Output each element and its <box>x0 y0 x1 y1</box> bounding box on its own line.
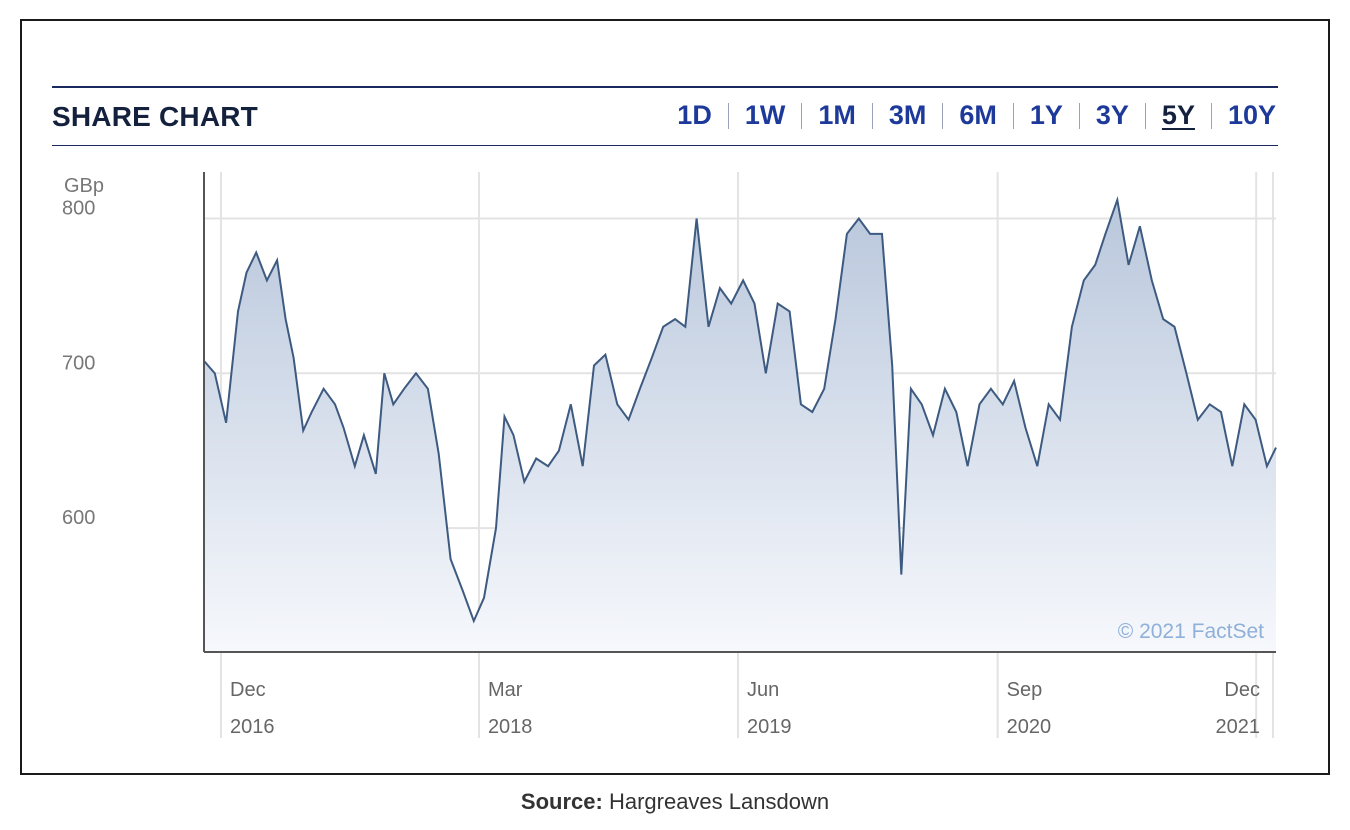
source-note: Source: Hargreaves Lansdown <box>0 789 1350 815</box>
y-tick-label: 700 <box>62 352 95 374</box>
range-selector: 1D 1W 1M 3M 6M 1Y 3Y 5Y 10Y <box>661 100 1276 131</box>
range-separator <box>801 102 803 129</box>
axes <box>203 172 1276 653</box>
y-axis-unit-label: GBp <box>64 175 104 197</box>
range-button-3y[interactable]: 3Y <box>1095 100 1129 130</box>
source-label: Source: <box>520 789 603 814</box>
x-tick-year: 2021 <box>1216 716 1261 738</box>
x-tick-month: Sep <box>1007 679 1043 701</box>
x-tick-year: 2020 <box>1007 716 1052 738</box>
price-line <box>203 195 1277 624</box>
range-separator <box>1078 102 1080 129</box>
range-separator <box>1144 102 1146 129</box>
chart-title: SHARE CHART <box>52 101 258 132</box>
range-separator <box>1210 102 1212 129</box>
range-button-5y[interactable]: 5Y <box>1161 100 1195 130</box>
x-tick-year: 2019 <box>747 716 792 738</box>
x-tick-month: Dec <box>1224 679 1260 701</box>
price-area <box>204 199 1276 652</box>
y-tick-label: 600 <box>62 507 95 529</box>
range-button-10y[interactable]: 10Y <box>1227 100 1276 130</box>
range-button-6m[interactable]: 6M <box>959 100 997 130</box>
range-separator <box>1012 102 1014 129</box>
range-separator <box>942 102 944 129</box>
factset-watermark: © 2021 FactSet <box>1118 620 1264 643</box>
range-button-1m[interactable]: 1M <box>818 100 856 130</box>
range-button-1y[interactable]: 1Y <box>1029 100 1063 130</box>
range-separator <box>727 102 729 129</box>
range-button-1w[interactable]: 1W <box>744 100 786 130</box>
source-text: Hargreaves Lansdown <box>608 789 830 814</box>
y-tick-label: 800 <box>62 197 95 219</box>
range-button-3m[interactable]: 3M <box>888 100 927 130</box>
x-tick-month: Mar <box>488 679 523 701</box>
range-button-1d[interactable]: 1D <box>677 100 712 130</box>
range-separator <box>871 102 873 129</box>
header-rule-bottom <box>52 145 1278 146</box>
x-tick-month: Dec <box>230 679 266 701</box>
header-rule-top <box>52 86 1278 88</box>
axis-labels: 600 700 800 Dec 2016 Mar 2018 Jun 2019 Sep 2020 Dec… <box>62 197 1260 738</box>
x-tick-month: Jun <box>747 679 779 701</box>
x-tick-year: 2018 <box>488 716 532 738</box>
x-tick-year: 2016 <box>230 716 275 738</box>
